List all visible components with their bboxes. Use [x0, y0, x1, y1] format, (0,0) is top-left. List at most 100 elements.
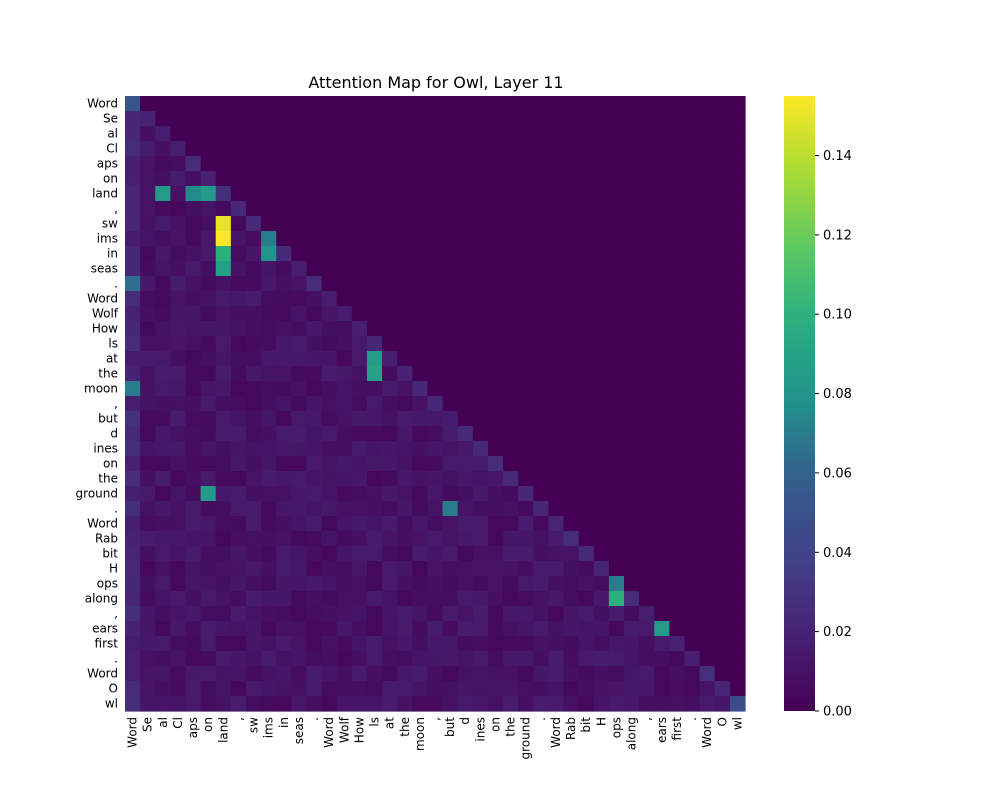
heatmap-cell [366, 216, 383, 232]
heatmap-cell [215, 606, 232, 622]
heatmap-cell [412, 276, 429, 292]
x-tick-label: Word [700, 717, 714, 748]
heatmap-cell [608, 666, 625, 682]
heatmap-cell [170, 411, 187, 427]
heatmap-cell [321, 456, 338, 472]
heatmap-cell [624, 126, 640, 142]
heatmap-cell [276, 696, 292, 712]
heatmap-cell [412, 606, 429, 622]
heatmap-cell [563, 621, 580, 637]
heatmap-cell [382, 246, 398, 262]
y-tick-label: Se [103, 112, 118, 126]
heatmap-cell [669, 606, 686, 622]
heatmap-cell [472, 216, 489, 232]
heatmap-cell [261, 501, 277, 517]
heatmap-cell [245, 606, 262, 622]
x-tick-label: wl [730, 717, 744, 730]
heatmap-cell [140, 141, 156, 157]
heatmap-cell [457, 636, 474, 652]
heatmap-cell [366, 291, 383, 307]
heatmap-cell [351, 456, 368, 472]
heatmap-cell [140, 396, 156, 412]
heatmap-cell [351, 621, 368, 637]
heatmap-cell [654, 171, 670, 187]
heatmap-cell [608, 306, 625, 322]
heatmap-cell [397, 291, 413, 307]
heatmap-cell [185, 591, 202, 607]
heatmap-cell [125, 561, 141, 577]
heatmap-cell [518, 171, 534, 187]
heatmap-cell [639, 156, 655, 172]
heatmap-cell [729, 381, 746, 397]
heatmap-cell [397, 381, 413, 397]
heatmap-cell [200, 501, 217, 517]
x-tick-label: ears [655, 717, 669, 743]
heatmap-cell [457, 276, 474, 292]
heatmap-cell [245, 381, 262, 397]
y-tick-label: , [114, 607, 118, 621]
heatmap-cell [457, 186, 474, 202]
heatmap-cell [427, 561, 444, 577]
heatmap-cell [578, 186, 595, 202]
heatmap-cell [427, 186, 444, 202]
heatmap-cell [593, 621, 610, 637]
heatmap-cell [351, 696, 368, 712]
heatmap-cell [714, 546, 731, 562]
heatmap-cell [518, 471, 534, 487]
heatmap-cell [245, 681, 262, 697]
heatmap-cell [608, 501, 625, 517]
heatmap-cell [457, 531, 474, 547]
heatmap-cell [654, 576, 670, 592]
heatmap-cell [472, 261, 489, 277]
heatmap-cell [155, 576, 171, 592]
heatmap-cell [245, 141, 262, 157]
heatmap-cell [125, 576, 141, 592]
heatmap-cell [533, 306, 550, 322]
heatmap-cell [382, 651, 398, 667]
heatmap-cell [578, 516, 595, 532]
heatmap-cell [427, 591, 444, 607]
heatmap-cell [472, 636, 489, 652]
heatmap-cell [684, 306, 701, 322]
y-tick-label: H [109, 562, 118, 576]
heatmap-cell [155, 516, 171, 532]
heatmap-cell [729, 666, 746, 682]
heatmap-cell [563, 111, 580, 127]
heatmap-cell [291, 411, 308, 427]
heatmap-cell [215, 246, 232, 262]
heatmap-cell [699, 621, 716, 637]
heatmap-cell [336, 621, 353, 637]
heatmap-cell [654, 336, 670, 352]
heatmap-cell [472, 426, 489, 442]
heatmap-cell [639, 591, 655, 607]
heatmap-cell [382, 351, 398, 367]
heatmap-cell [472, 201, 489, 217]
heatmap-cell [624, 531, 640, 547]
heatmap-cell [729, 576, 746, 592]
heatmap-cell [276, 456, 292, 472]
heatmap-cell [533, 396, 550, 412]
heatmap-cell [563, 156, 580, 172]
heatmap-cell [457, 336, 474, 352]
heatmap-cell [457, 156, 474, 172]
heatmap-cell [382, 441, 398, 457]
heatmap-cell [200, 291, 217, 307]
heatmap-cell [397, 516, 413, 532]
heatmap-cell [487, 531, 504, 547]
heatmap-cell [699, 216, 716, 232]
heatmap-cell [336, 141, 353, 157]
heatmap-cell [170, 591, 187, 607]
heatmap-cell [306, 531, 323, 547]
heatmap-cell [291, 636, 308, 652]
heatmap-cell [170, 366, 187, 382]
heatmap-cell [608, 201, 625, 217]
heatmap-cell [336, 516, 353, 532]
heatmap-cell [200, 561, 217, 577]
heatmap-cell [306, 516, 323, 532]
heatmap-cell [261, 681, 277, 697]
heatmap-cell [714, 111, 731, 127]
heatmap-cell [487, 666, 504, 682]
heatmap-cell [245, 531, 262, 547]
heatmap-cell [366, 171, 383, 187]
heatmap-cell [684, 471, 701, 487]
